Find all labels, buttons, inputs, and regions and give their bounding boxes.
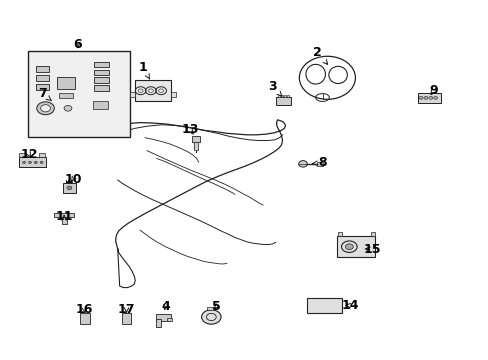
Text: 1: 1 bbox=[139, 60, 149, 79]
Bar bbox=[286, 95, 288, 97]
Text: 2: 2 bbox=[313, 46, 327, 64]
Text: 10: 10 bbox=[64, 173, 81, 186]
Text: 15: 15 bbox=[363, 243, 380, 256]
Bar bbox=[281, 95, 283, 97]
Circle shape bbox=[28, 161, 31, 163]
Bar bbox=[59, 93, 73, 98]
Bar bbox=[171, 92, 176, 97]
Bar bbox=[156, 314, 171, 320]
Bar bbox=[54, 213, 74, 217]
Bar bbox=[94, 77, 109, 83]
Bar bbox=[370, 232, 374, 236]
Bar bbox=[94, 85, 109, 91]
Bar bbox=[306, 298, 341, 313]
Text: 13: 13 bbox=[181, 123, 198, 136]
Bar bbox=[336, 236, 374, 257]
Bar bbox=[130, 92, 135, 97]
Bar bbox=[278, 95, 280, 97]
Bar bbox=[191, 136, 199, 142]
Circle shape bbox=[41, 105, 50, 112]
Circle shape bbox=[64, 105, 72, 111]
Bar bbox=[80, 314, 90, 324]
Bar bbox=[19, 153, 26, 157]
Circle shape bbox=[22, 161, 25, 163]
Bar bbox=[337, 232, 341, 236]
Circle shape bbox=[345, 244, 352, 249]
Bar bbox=[27, 51, 130, 137]
Bar bbox=[19, 157, 46, 167]
Bar bbox=[276, 97, 290, 105]
Circle shape bbox=[67, 186, 72, 190]
Bar bbox=[167, 318, 172, 320]
Bar bbox=[135, 80, 171, 101]
Bar bbox=[207, 307, 215, 310]
Bar bbox=[36, 75, 49, 81]
Circle shape bbox=[298, 161, 307, 167]
Text: 17: 17 bbox=[118, 303, 135, 316]
Bar bbox=[122, 314, 131, 324]
Text: 14: 14 bbox=[340, 299, 358, 312]
Text: 8: 8 bbox=[312, 156, 326, 169]
Bar bbox=[93, 101, 108, 109]
Bar bbox=[316, 162, 322, 166]
Text: 11: 11 bbox=[55, 210, 73, 223]
Text: 9: 9 bbox=[428, 84, 437, 97]
Circle shape bbox=[423, 96, 427, 99]
Bar bbox=[36, 66, 49, 72]
Circle shape bbox=[418, 96, 422, 99]
Bar bbox=[63, 183, 76, 193]
Text: 7: 7 bbox=[38, 87, 51, 101]
Bar bbox=[284, 95, 285, 97]
Text: 4: 4 bbox=[161, 300, 169, 313]
Bar bbox=[417, 93, 440, 103]
Text: 12: 12 bbox=[20, 148, 38, 161]
Bar bbox=[57, 77, 75, 89]
Circle shape bbox=[37, 102, 54, 115]
Bar bbox=[94, 69, 109, 75]
Circle shape bbox=[433, 96, 437, 99]
Text: 3: 3 bbox=[268, 80, 282, 96]
Bar bbox=[193, 142, 197, 149]
Text: 16: 16 bbox=[76, 303, 93, 316]
Bar bbox=[36, 84, 49, 90]
Bar bbox=[39, 153, 44, 157]
Text: 5: 5 bbox=[212, 300, 221, 313]
Circle shape bbox=[201, 310, 221, 324]
Bar bbox=[61, 217, 66, 224]
Bar bbox=[156, 319, 160, 327]
Bar bbox=[94, 62, 109, 67]
Circle shape bbox=[40, 161, 43, 163]
Text: 6: 6 bbox=[73, 38, 82, 51]
Circle shape bbox=[34, 161, 37, 163]
Circle shape bbox=[428, 96, 432, 99]
